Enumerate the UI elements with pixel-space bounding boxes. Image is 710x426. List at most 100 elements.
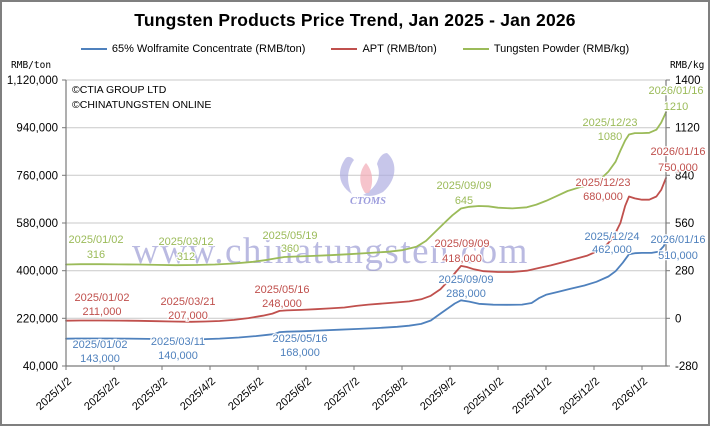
- annotation: 2025/09/09 645: [435, 179, 493, 209]
- annotation-date: 2025/09/09: [436, 180, 491, 192]
- annotation-value: 360: [281, 243, 299, 255]
- annotation-value: 211,000: [83, 306, 122, 318]
- annotation-value: 143,000: [80, 353, 120, 365]
- annotation-value: 312: [177, 251, 195, 263]
- annotation: 2025/01/02 143,000: [71, 338, 129, 367]
- legend-item-wolframite: 65% Wolframite Concentrate (RMB/ton): [80, 43, 306, 55]
- annotation-value: 1210: [664, 101, 688, 113]
- annotation-value: 418,000: [442, 253, 482, 265]
- annotation-value: 207,000: [168, 310, 208, 322]
- annotation: 2025/03/21 207,000: [159, 295, 217, 324]
- annotation-date: 2025/12/23: [575, 177, 630, 189]
- x-axis-tick-label: 2025/12/2: [558, 375, 602, 417]
- annotation-value: 288,000: [446, 288, 486, 300]
- annotation: 2025/12/23 680,000: [574, 176, 632, 205]
- series-line-0: [65, 240, 667, 341]
- annotation: 2026/01/16 510,000: [649, 233, 707, 264]
- right-axis-tick-label: 560: [675, 218, 694, 230]
- legend-line-swatch-blue: [80, 48, 107, 50]
- annotation-value: 680,000: [583, 191, 623, 203]
- annotation: 2025/09/09 288,000: [437, 273, 495, 302]
- logo-left-flame-icon: [339, 156, 354, 194]
- legend-line-swatch-red: [331, 48, 358, 50]
- annotation-value: 168,000: [280, 347, 320, 359]
- x-axis-tick-label: 2025/2/2: [82, 375, 122, 413]
- series-line-2: [65, 111, 667, 267]
- watermark-logo: CTOMS: [339, 153, 395, 207]
- annotation: 2026/01/16 750,000: [649, 145, 707, 176]
- legend-item-apt: APT (RMB/ton): [331, 43, 437, 55]
- right-axis-tick-label: 280: [675, 266, 694, 278]
- annotation-value: 140,000: [158, 350, 198, 362]
- annotation-value: 645: [455, 195, 473, 207]
- annotation-date: 2025/12/23: [582, 117, 637, 129]
- annotation-date: 2026/01/16: [650, 146, 705, 158]
- annotation: 2025/05/16 168,000: [271, 332, 329, 361]
- annotation: 2025/03/11 140,000: [150, 335, 207, 364]
- chart-title: Tungsten Products Price Trend, Jan 2025 …: [134, 10, 576, 30]
- right-axis-tick-label: 840: [675, 170, 694, 182]
- annotation-date: 2026/01/16: [650, 234, 705, 246]
- annotation-date: 2025/09/09: [438, 274, 493, 286]
- annotation: 2025/09/09 418,000: [433, 237, 491, 267]
- annotation-value: 248,000: [262, 298, 302, 310]
- left-axis-tick-label: 1,120,000: [7, 75, 58, 87]
- annotation-value: 750,000: [658, 162, 698, 174]
- annotation-date: 2026/01/16: [648, 85, 703, 97]
- x-axis-tick-label: 2025/8/2: [370, 375, 410, 413]
- annotation-value: 510,000: [658, 250, 698, 262]
- left-axis-tick-label: 400,000: [16, 266, 58, 278]
- annotation-date: 2025/09/09: [434, 238, 489, 250]
- legend-label: APT (RMB/ton): [362, 43, 437, 55]
- annotation-value: 462,000: [592, 244, 632, 256]
- annotation-date: 2025/03/21: [160, 296, 215, 308]
- x-axis-tick-label: 2025/5/2: [226, 375, 266, 413]
- x-axis-tick-label: 2025/11/2: [510, 375, 554, 416]
- logo-right-flame-icon: [363, 153, 395, 196]
- right-axis-tick-label: 0: [675, 313, 681, 325]
- annotation: 2025/01/02 316: [67, 233, 125, 263]
- annotation-date: 2025/01/02: [72, 339, 127, 351]
- annotation: 2026/01/16 1210: [647, 84, 705, 115]
- annotation: 2025/12/23 1080: [581, 116, 639, 145]
- legend-item-powder: Tungsten Powder (RMB/kg): [462, 43, 630, 55]
- copyright-line-1: ©CTIA GROUP LTD: [72, 84, 167, 96]
- annotation-date: 2025/03/11: [151, 336, 205, 348]
- annotation-date: 2025/01/02: [68, 234, 123, 246]
- x-axis-tick-label: 2025/6/2: [274, 375, 314, 413]
- left-axis-tick-label: 940,000: [16, 123, 58, 135]
- annotation-value: 1080: [598, 131, 622, 143]
- left-axis-tick-label: 580,000: [16, 218, 58, 230]
- legend-label: Tungsten Powder (RMB/kg): [493, 43, 630, 55]
- left-axis-unit-label: RMB/ton: [11, 60, 51, 71]
- x-axis-tick-label: 2025/9/2: [418, 375, 458, 413]
- x-axis-tick-label: 2025/7/2: [322, 375, 362, 413]
- annotation-date: 2025/05/16: [272, 333, 327, 345]
- x-axis-tick-label: 2026/1/2: [610, 375, 650, 413]
- legend-label: 65% Wolframite Concentrate (RMB/ton): [111, 43, 306, 55]
- logo-text: CTOMS: [350, 196, 386, 207]
- series-line-1: [65, 177, 667, 323]
- annotation-date: 2025/05/16: [254, 284, 309, 296]
- annotation-value: 316: [87, 249, 105, 261]
- left-axis-tick-label: 760,000: [16, 170, 58, 182]
- right-axis-unit-label: RMB/kg: [670, 60, 704, 71]
- annotation: 2025/05/16 248,000: [253, 283, 311, 312]
- left-axis-tick-label: 220,000: [16, 313, 58, 325]
- legend-line-swatch-green: [462, 48, 489, 50]
- right-axis-tick-label: -280: [675, 361, 698, 373]
- logo-center-flame-icon: [360, 163, 373, 193]
- x-axis-tick-label: 2025/4/2: [178, 375, 218, 413]
- copyright-line-2: ©CHINATUNGSTEN ONLINE: [72, 98, 212, 111]
- annotation-date: 2025/03/12: [158, 236, 213, 248]
- x-axis-tick-label: 2025/10/2: [462, 375, 506, 417]
- right-axis-tick-label: 1120: [675, 123, 700, 135]
- right-axis-tick-label: 1400: [675, 75, 701, 87]
- copyright-block: ©CTIA GROUP LTD ©CHINATUNGSTEN ONLINE: [72, 83, 211, 112]
- x-axis-tick-label: 2025/1/2: [34, 375, 74, 413]
- x-axis-tick-label: 2025/3/2: [130, 375, 170, 413]
